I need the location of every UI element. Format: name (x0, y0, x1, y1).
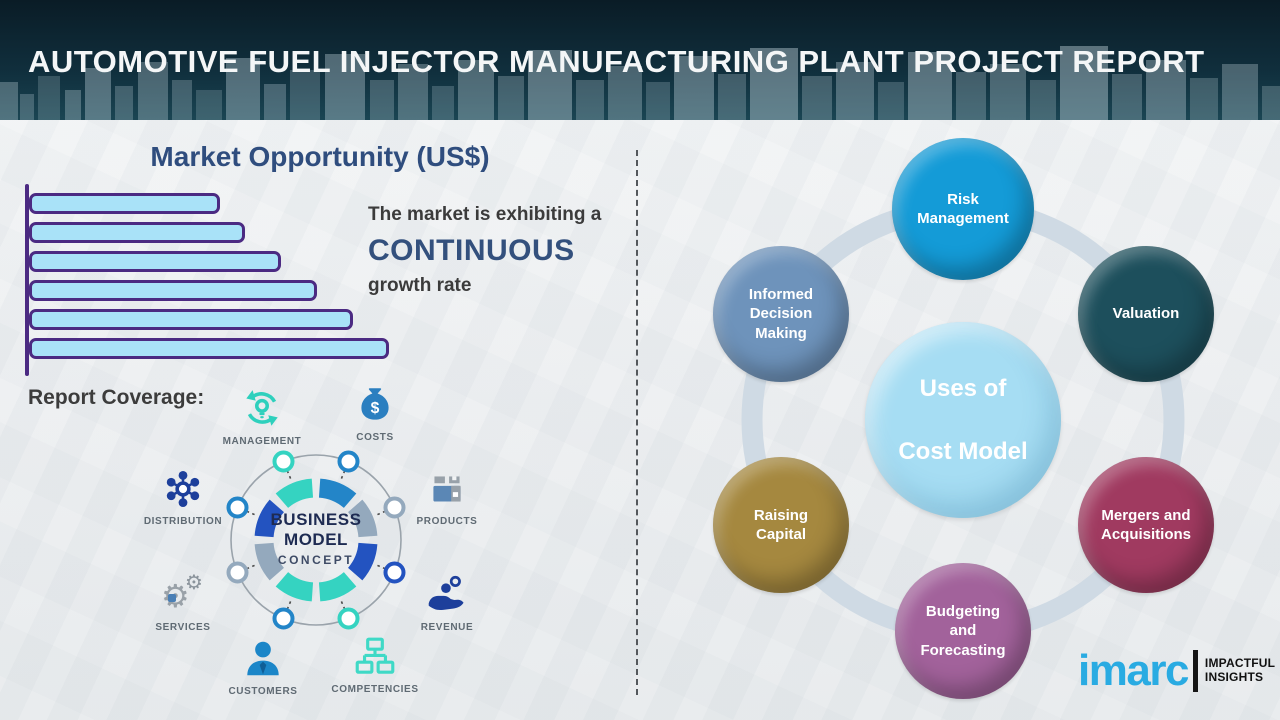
org-chart-icon (323, 634, 427, 680)
market-bar (29, 251, 281, 272)
imarc-logo: imarc IMPACTFUL INSIGHTS (1078, 646, 1276, 696)
market-opportunity-bar-chart (29, 193, 391, 367)
cost-model-node-informed-decision-making: Informed Decision Making (713, 246, 849, 382)
coverage-item-competencies: COMPETENCIES (323, 634, 427, 695)
logo-tagline: IMPACTFUL INSIGHTS (1204, 656, 1276, 684)
market-opportunity-title: Market Opportunity (US$) (150, 141, 490, 172)
coverage-item-revenue: REVENUE (401, 572, 493, 633)
bm-center-line3: CONCEPT (277, 553, 355, 568)
market-bar (29, 338, 389, 359)
vertical-dashed-divider (636, 150, 638, 695)
logo-divider-bar (1192, 650, 1198, 692)
market-bar (29, 222, 245, 243)
money-bag-icon: $ (329, 382, 421, 428)
bm-center-line2: MODEL (284, 530, 348, 550)
cost-model-node-risk-management: Risk Management (892, 138, 1034, 280)
svg-text:$: $ (371, 400, 380, 417)
network-hub-icon (131, 466, 235, 512)
caption-line-2: CONTINUOUS (368, 234, 575, 267)
cost-model-center-label: Uses of Cost Model (898, 375, 1028, 465)
cost-model-node-raising-capital: Raising Capital (713, 457, 849, 593)
bm-center-line1: BUSINESS (270, 510, 362, 529)
caption-line-1: The market is exhibiting a (368, 204, 602, 225)
bar-chart-axis (25, 184, 29, 376)
coverage-item-products: PRODUCTS (401, 466, 493, 527)
imarc-brand-text: imarc (1078, 646, 1189, 696)
market-bar (29, 280, 317, 301)
coverage-item-services: ⚙ ⚙ SERVICES (137, 572, 229, 633)
caption-line-3: growth rate (368, 275, 472, 296)
business-model-center-label: BUSINESS MODEL CONCEPT (251, 510, 381, 567)
management-cycle-icon (216, 386, 308, 432)
hand-coins-icon (401, 572, 493, 618)
header-banner: AUTOMOTIVE FUEL INJECTOR MANUFACTURING P… (0, 0, 1280, 120)
city-skyline-graphic (0, 46, 1280, 120)
coverage-item-costs: $ COSTS (329, 382, 421, 443)
cost-model-center-circle: Uses of Cost Model (865, 322, 1061, 518)
cost-model-node-valuation: Valuation (1078, 246, 1214, 382)
cost-model-node-mergers-acquisitions: Mergers and Acquisitions (1078, 457, 1214, 593)
coverage-item-customers: CUSTOMERS (217, 636, 309, 697)
cost-model-node-budgeting-forecasting: Budgeting and Forecasting (895, 563, 1031, 699)
coverage-item-distribution: DISTRIBUTION (131, 466, 235, 527)
person-icon (217, 636, 309, 682)
product-box-icon (401, 466, 493, 512)
market-bar (29, 193, 220, 214)
coverage-item-management: MANAGEMENT (216, 386, 308, 447)
report-coverage-heading: Report Coverage: (28, 386, 205, 409)
market-bar (29, 309, 353, 330)
gears-icon: ⚙ ⚙ (137, 572, 229, 618)
market-caption: The market is exhibiting a CONTINUOUS gr… (368, 204, 633, 297)
report-title: AUTOMOTIVE FUEL INJECTOR MANUFACTURING P… (28, 44, 1205, 79)
